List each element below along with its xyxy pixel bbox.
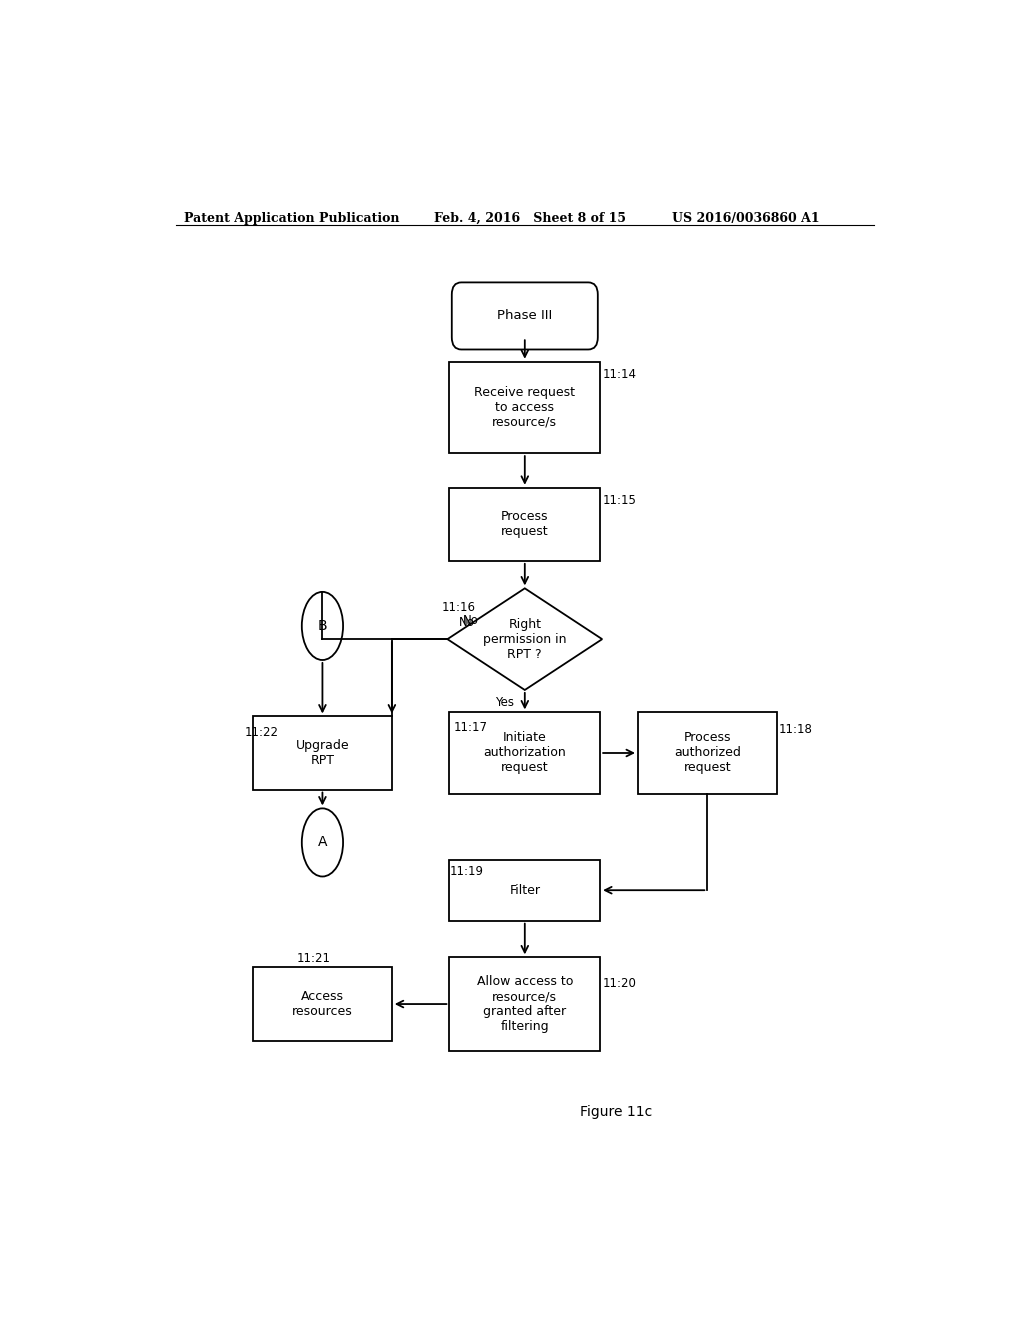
Text: Process
authorized
request: Process authorized request: [674, 731, 740, 775]
Text: A: A: [317, 836, 328, 850]
Text: Allow access to
resource/s
granted after
filtering: Allow access to resource/s granted after…: [476, 975, 573, 1034]
Text: Upgrade
RPT: Upgrade RPT: [296, 739, 349, 767]
Text: 11:22: 11:22: [245, 726, 279, 739]
Ellipse shape: [302, 591, 343, 660]
Text: 11:19: 11:19: [450, 866, 483, 878]
Text: Access
resources: Access resources: [292, 990, 353, 1018]
Text: 11:14: 11:14: [602, 368, 637, 381]
Text: Right
permission in
RPT ?: Right permission in RPT ?: [483, 618, 566, 660]
Bar: [450, 362, 600, 453]
Bar: [450, 957, 600, 1051]
Text: 11:17: 11:17: [454, 721, 487, 734]
Text: Yes: Yes: [495, 696, 514, 709]
Text: No: No: [463, 614, 479, 627]
Text: B: B: [317, 619, 328, 634]
Text: 11:15: 11:15: [602, 495, 637, 507]
Text: 11:20: 11:20: [602, 977, 637, 990]
Text: 11:18: 11:18: [778, 723, 813, 737]
Text: 11:21: 11:21: [296, 952, 331, 965]
Bar: [638, 713, 777, 793]
Bar: [450, 859, 600, 921]
Text: Receive request
to access
resource/s: Receive request to access resource/s: [474, 385, 575, 429]
Text: Feb. 4, 2016   Sheet 8 of 15: Feb. 4, 2016 Sheet 8 of 15: [433, 213, 626, 224]
Text: Initiate
authorization
request: Initiate authorization request: [483, 731, 566, 775]
Text: Figure 11c: Figure 11c: [580, 1105, 652, 1119]
Bar: [450, 487, 600, 561]
Ellipse shape: [302, 808, 343, 876]
Bar: [450, 713, 600, 793]
Text: Phase III: Phase III: [498, 309, 552, 322]
Polygon shape: [447, 589, 602, 690]
FancyBboxPatch shape: [452, 282, 598, 350]
Bar: [253, 968, 392, 1040]
Text: 11:16: 11:16: [441, 601, 475, 614]
Bar: [253, 717, 392, 789]
Text: US 2016/0036860 A1: US 2016/0036860 A1: [672, 213, 819, 224]
Text: Filter: Filter: [509, 883, 541, 896]
Text: Patent Application Publication: Patent Application Publication: [183, 213, 399, 224]
Text: No: No: [460, 616, 475, 630]
Text: Process
request: Process request: [501, 511, 549, 539]
